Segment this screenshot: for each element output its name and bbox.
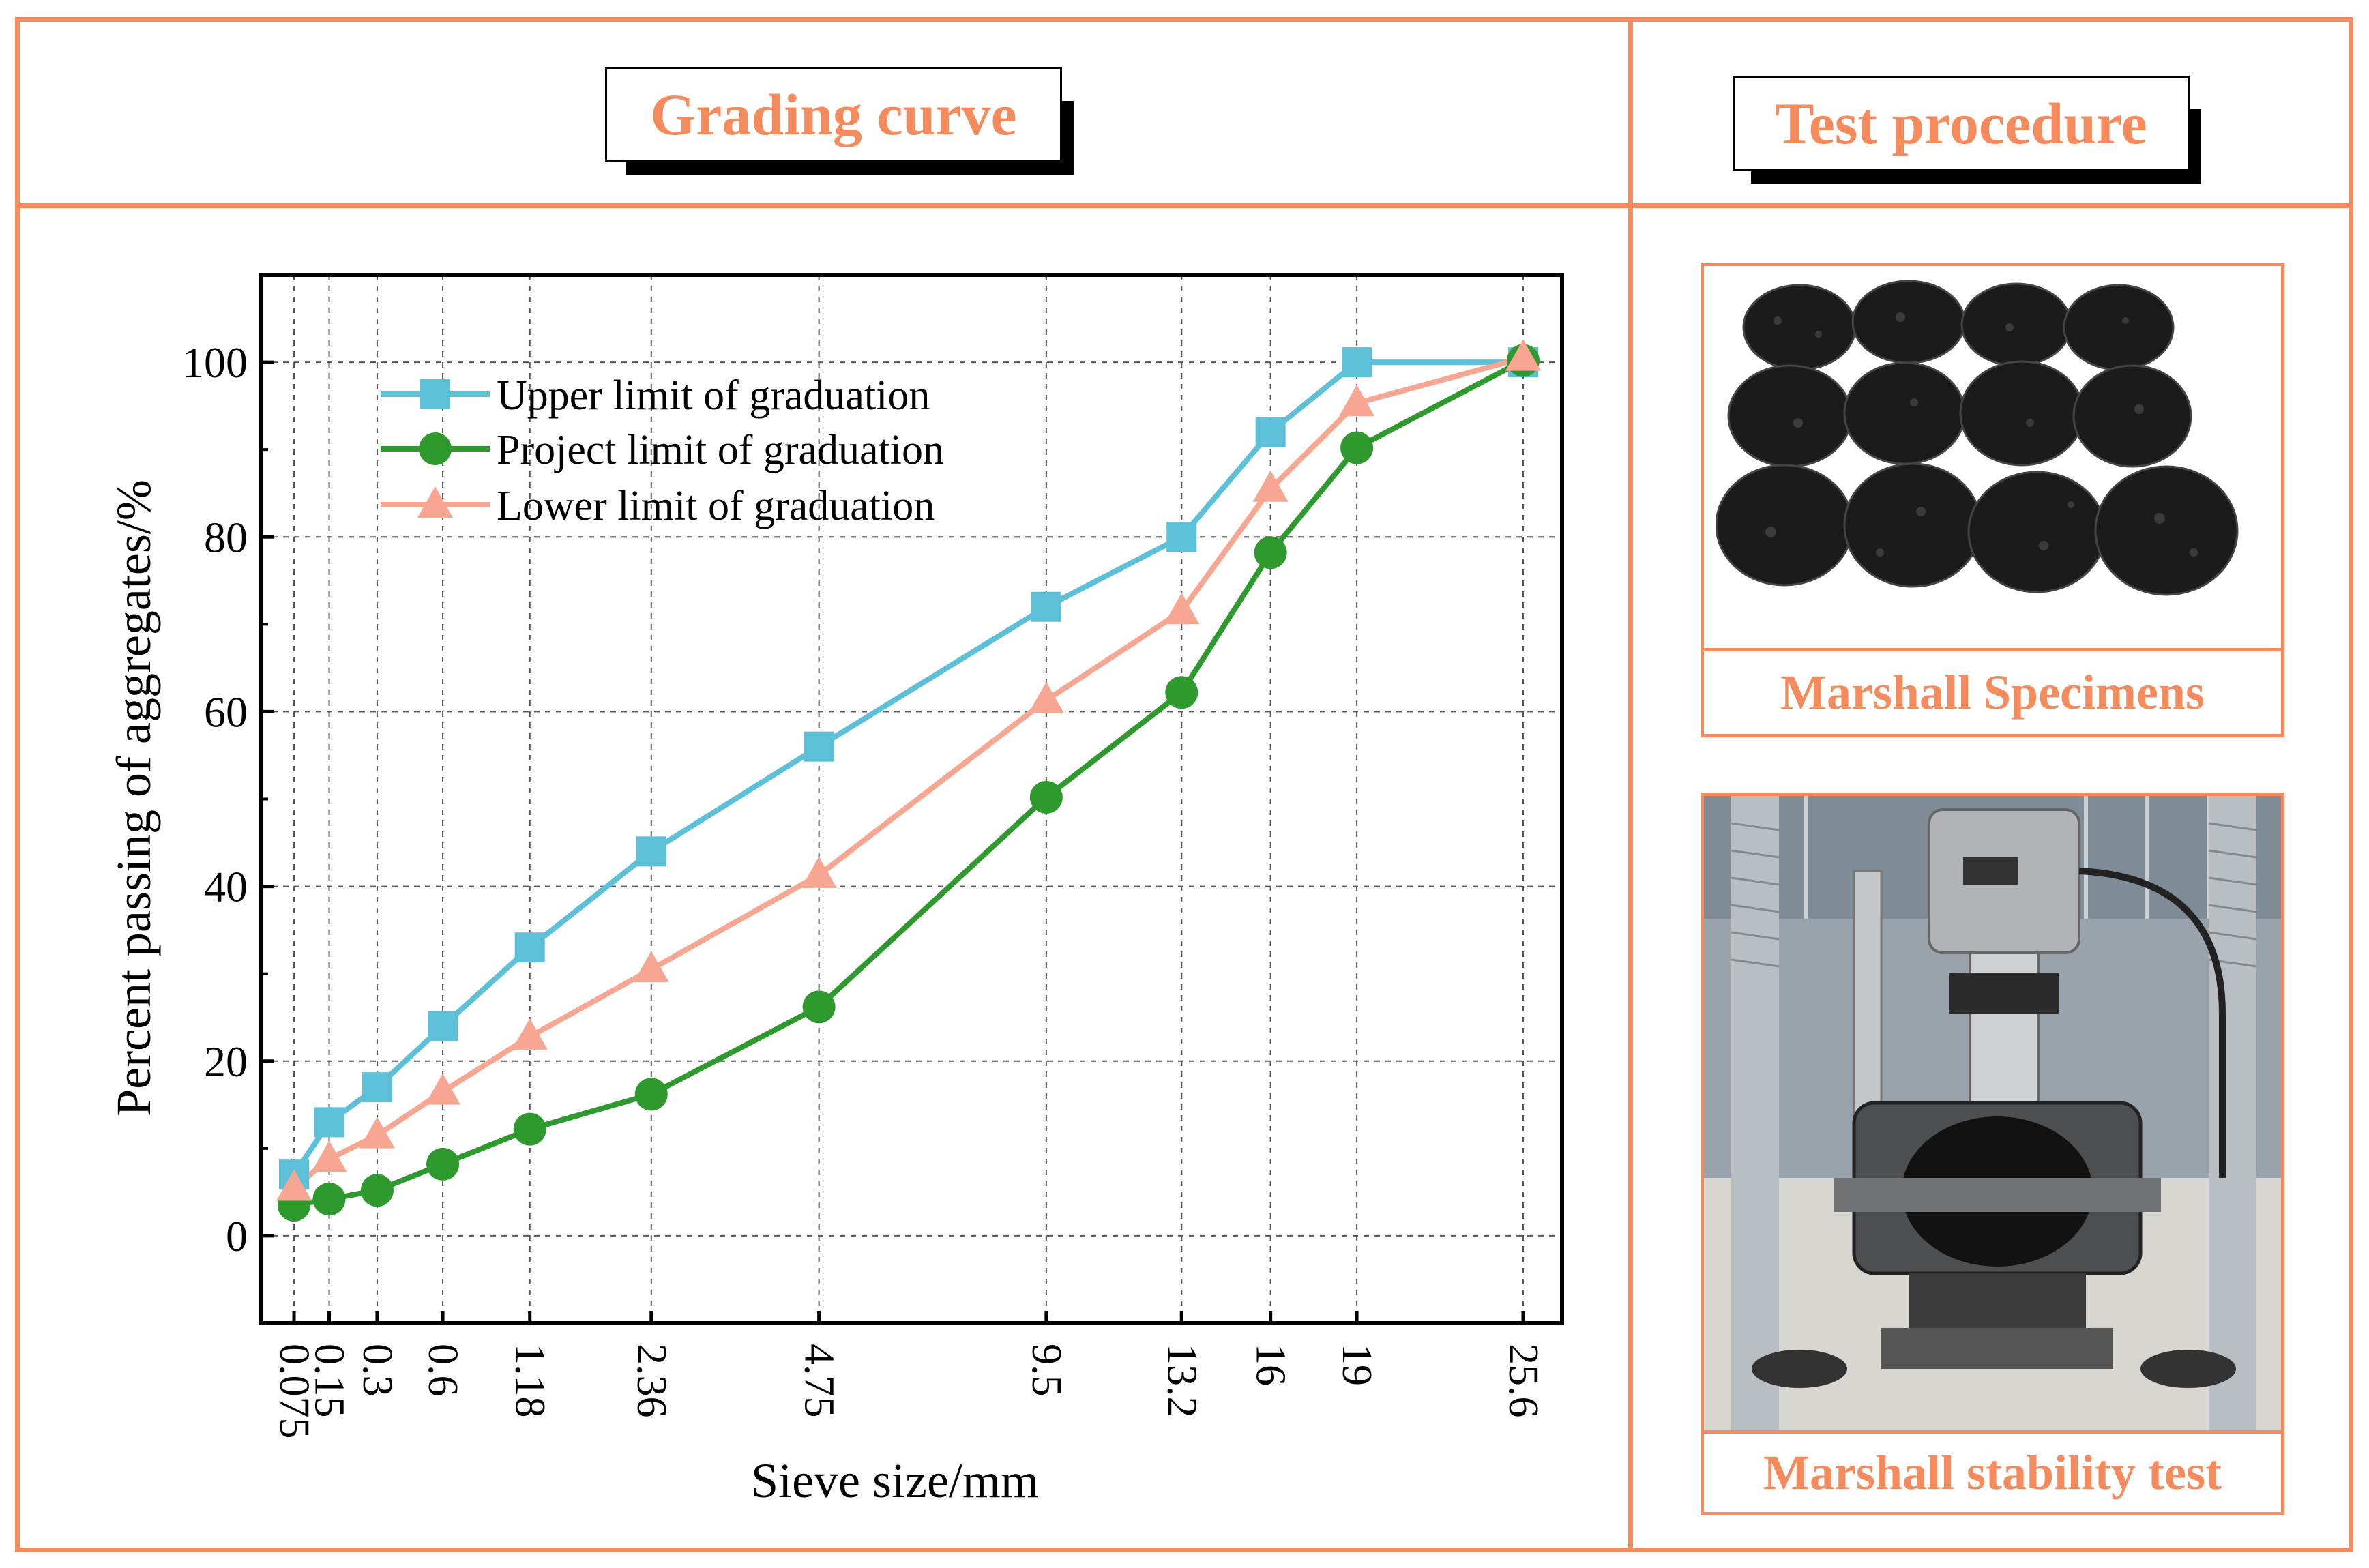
legend-marker-square	[420, 379, 450, 409]
specimens-photo-frame: Marshall Specimens	[1701, 263, 2284, 737]
x-tick-label-4.75: 4.75	[796, 1344, 842, 1418]
marker-layer	[276, 339, 1541, 1222]
legend-label-square: Upper limit of graduation	[497, 372, 930, 419]
legend-marker-triangle	[417, 486, 453, 518]
y-tick-label-20: 20	[204, 1037, 248, 1086]
specimens-caption: Marshall Specimens	[1780, 665, 2205, 720]
point-square-0.6	[428, 1011, 458, 1041]
y-tick-label-80: 80	[204, 513, 248, 561]
x-tick-label-0.075: 0.075	[271, 1344, 317, 1439]
legend-label-triangle: Lower limit of graduation	[497, 483, 935, 529]
point-square-16	[1255, 417, 1286, 447]
point-circle-13.2	[1165, 676, 1198, 709]
point-circle-4.75	[802, 990, 836, 1024]
point-square-9.5	[1031, 591, 1061, 622]
point-triangle-0.075	[276, 1169, 312, 1201]
vertical-divider	[1628, 17, 1633, 1552]
point-triangle-0.6	[425, 1073, 461, 1105]
marshall-stability-test-photo	[1704, 796, 2281, 1430]
legend-marker-circle	[419, 432, 452, 465]
x-tick-label-16: 16	[1248, 1344, 1294, 1386]
point-circle-1.18	[513, 1112, 546, 1146]
y-tick-label-40: 40	[204, 863, 248, 911]
point-triangle-0.3	[359, 1116, 395, 1149]
point-circle-0.3	[360, 1174, 394, 1207]
point-square-4.75	[804, 731, 834, 762]
stability-photo-frame: Marshall stability test	[1701, 793, 2284, 1515]
x-tick-label-19: 19	[1334, 1344, 1380, 1386]
point-triangle-13.2	[1164, 593, 1200, 625]
right-panel-title: Test procedure	[1733, 76, 2190, 171]
stability-caption: Marshall stability test	[1763, 1445, 2222, 1500]
point-square-0.3	[362, 1072, 392, 1103]
y-tick-label-100: 100	[182, 338, 248, 387]
point-triangle-2.36	[633, 951, 669, 983]
point-triangle-1.18	[512, 1018, 548, 1050]
y-tick-label-60: 60	[204, 687, 248, 736]
y-axis-label: Percent passing of aggregates/%	[106, 479, 161, 1116]
point-square-2.36	[636, 836, 666, 867]
point-triangle-25.6	[1505, 339, 1541, 371]
x-tick-label-1.18: 1.18	[507, 1344, 553, 1418]
point-square-19	[1342, 347, 1372, 378]
legend: Upper limit of graduation Project limit o…	[381, 372, 944, 529]
point-square-13.2	[1166, 522, 1197, 552]
point-square-1.18	[514, 932, 545, 963]
horizontal-divider	[15, 203, 2353, 208]
left-panel-title: Grading curve	[605, 67, 1062, 162]
point-circle-0.6	[426, 1147, 460, 1181]
x-axis-label: Sieve size/mm	[751, 1453, 1039, 1508]
point-triangle-0.15	[311, 1140, 347, 1172]
point-triangle-19	[1339, 385, 1375, 417]
x-tick-label-9.5: 9.5	[1023, 1344, 1070, 1397]
outer-frame	[15, 17, 2353, 1552]
point-circle-16	[1254, 536, 1287, 569]
point-circle-9.5	[1029, 780, 1063, 814]
x-tick-label-0.15: 0.15	[306, 1344, 353, 1418]
x-tick-label-25.6: 25.6	[1500, 1344, 1546, 1418]
point-circle-19	[1340, 431, 1374, 464]
y-tick-label-0: 0	[226, 1212, 248, 1260]
stability-caption-divider	[1704, 1430, 2281, 1434]
marshall-specimens-photo	[1716, 280, 2269, 648]
point-triangle-4.75	[801, 856, 837, 888]
point-circle-2.36	[634, 1078, 668, 1111]
x-tick-label-0.3: 0.3	[354, 1344, 400, 1397]
x-tick-label-13.2: 13.2	[1158, 1344, 1205, 1418]
point-circle-0.15	[312, 1183, 346, 1216]
point-triangle-16	[1252, 470, 1289, 502]
legend-label-circle: Project limit of graduation	[497, 427, 944, 473]
x-tick-label-2.36: 2.36	[628, 1344, 675, 1418]
point-triangle-9.5	[1028, 681, 1064, 713]
point-square-0.15	[314, 1107, 344, 1138]
specimens-caption-divider	[1704, 648, 2281, 651]
x-tick-label-0.6: 0.6	[420, 1344, 466, 1397]
